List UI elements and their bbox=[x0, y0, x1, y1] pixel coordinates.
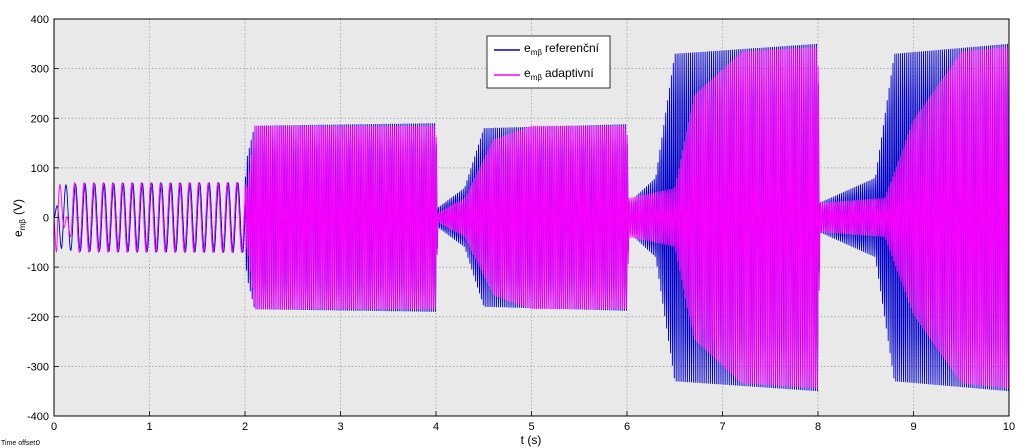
time-offset-label: Time offset: bbox=[1, 440, 37, 447]
x-tick-label: 3 bbox=[337, 421, 343, 433]
y-tick-labels: -400 -300 -200 -100 0 100 200 300 400 bbox=[27, 14, 59, 423]
x-tick-label: 7 bbox=[719, 421, 725, 433]
y-tick-label: -200 bbox=[27, 312, 49, 324]
legend-label-referencni-sub: mβ bbox=[531, 48, 543, 57]
x-tick-label: 2 bbox=[242, 421, 248, 433]
legend-label-adaptivni-main: e bbox=[524, 66, 531, 80]
y-tick-label: 200 bbox=[31, 113, 49, 125]
legend-label-adaptivni-sub: mβ bbox=[531, 73, 543, 82]
series-line-adaptivni bbox=[53, 46, 1010, 389]
x-tick-label: 1 bbox=[146, 421, 152, 433]
y-tick-label: 100 bbox=[31, 163, 49, 175]
time-offset-value: 0 bbox=[36, 440, 40, 447]
legend-label-referencni: referenční bbox=[545, 41, 600, 55]
x-tick-labels: 0 1 2 3 4 5 6 7 8 9 10 bbox=[51, 411, 1015, 433]
x-tick-label: 5 bbox=[528, 421, 534, 433]
x-tick-label: 10 bbox=[1003, 421, 1015, 433]
y-tick-label: -400 bbox=[27, 411, 49, 423]
y-tick-label: 0 bbox=[43, 213, 49, 225]
x-tick-label: 6 bbox=[624, 421, 630, 433]
y-axis-label: emβ (V) bbox=[11, 199, 27, 237]
x-tick-label: 0 bbox=[51, 421, 57, 433]
y-axis-label-sub: mβ bbox=[18, 219, 27, 231]
legend-box bbox=[486, 35, 611, 89]
legend-label-adaptivni: adaptivní bbox=[545, 66, 594, 80]
series-group bbox=[53, 43, 1010, 392]
y-tick-label: 400 bbox=[31, 14, 49, 26]
x-tick-label: 4 bbox=[433, 421, 439, 433]
x-tick-label: 9 bbox=[910, 421, 916, 433]
y-tick-label: 300 bbox=[31, 64, 49, 76]
x-axis-label: t (s) bbox=[521, 433, 542, 447]
y-axis-label-main: e bbox=[11, 230, 25, 237]
x-tick-label: 8 bbox=[815, 421, 821, 433]
legend-label-referencni-main: e bbox=[524, 41, 531, 55]
legend: emβ referenční emβ adaptivní bbox=[486, 35, 611, 89]
y-axis-label-unit: (V) bbox=[11, 199, 25, 215]
svg-text:emβ(V): emβ (V) bbox=[11, 199, 27, 237]
y-tick-label: -100 bbox=[27, 262, 49, 274]
y-tick-label: -300 bbox=[27, 361, 49, 373]
